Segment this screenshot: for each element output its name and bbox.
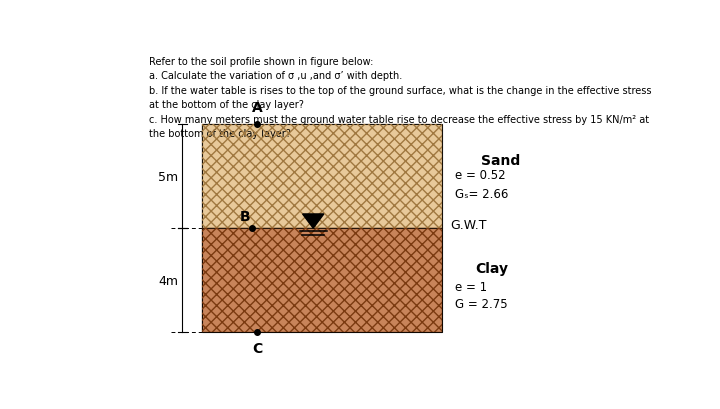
Polygon shape — [302, 214, 324, 229]
Text: e = 0.52: e = 0.52 — [456, 169, 506, 182]
Text: Refer to the soil profile shown in figure below:
a. Calculate the variation of σ: Refer to the soil profile shown in figur… — [148, 57, 651, 139]
Text: Sand: Sand — [481, 154, 520, 168]
Text: e = 1: e = 1 — [456, 280, 487, 293]
Text: G = 2.75: G = 2.75 — [456, 298, 508, 311]
Text: B: B — [240, 209, 251, 224]
Bar — [202, 229, 441, 333]
Text: Gₛ= 2.66: Gₛ= 2.66 — [456, 187, 509, 200]
Text: C: C — [252, 342, 263, 355]
Bar — [202, 229, 441, 333]
Bar — [202, 125, 441, 229]
Text: 5m: 5m — [158, 170, 178, 183]
Bar — [202, 125, 441, 229]
Text: Clay: Clay — [475, 261, 508, 275]
Text: 4m: 4m — [158, 274, 178, 287]
Text: A: A — [252, 101, 263, 115]
Text: G.W.T: G.W.T — [450, 218, 487, 231]
